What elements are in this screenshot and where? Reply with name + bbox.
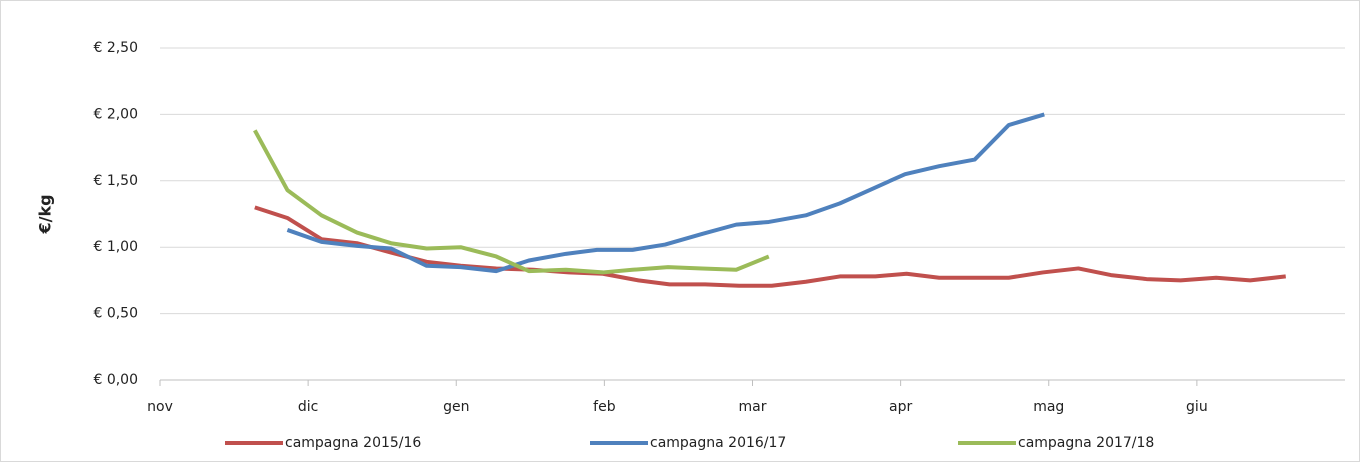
y-axis-label: €/kg xyxy=(36,194,55,234)
y-tick-label: € 2,50 xyxy=(93,40,138,56)
x-tick-label: mar xyxy=(739,399,767,415)
y-tick-label: € 1,50 xyxy=(93,173,138,189)
y-tick-label: € 2,00 xyxy=(93,106,138,122)
y-tick-label: € 0,00 xyxy=(93,372,138,388)
series-line xyxy=(253,129,770,275)
x-tick-label: apr xyxy=(889,399,912,415)
series-line xyxy=(286,112,1045,274)
series-line xyxy=(254,205,1286,288)
x-tick-label: dic xyxy=(298,399,318,415)
legend-label: campagna 2016/17 xyxy=(650,435,786,451)
y-tick-label: € 0,50 xyxy=(93,306,138,322)
x-tick-label: mag xyxy=(1033,399,1064,415)
x-tick-label: feb xyxy=(593,399,616,415)
x-tick-label: gen xyxy=(443,399,469,415)
legend-label: campagna 2017/18 xyxy=(1018,435,1154,451)
legend-label: campagna 2015/16 xyxy=(285,435,421,451)
x-tick-label: nov xyxy=(147,399,173,415)
x-tick-label: giu xyxy=(1186,399,1208,415)
y-tick-label: € 1,00 xyxy=(93,239,138,255)
